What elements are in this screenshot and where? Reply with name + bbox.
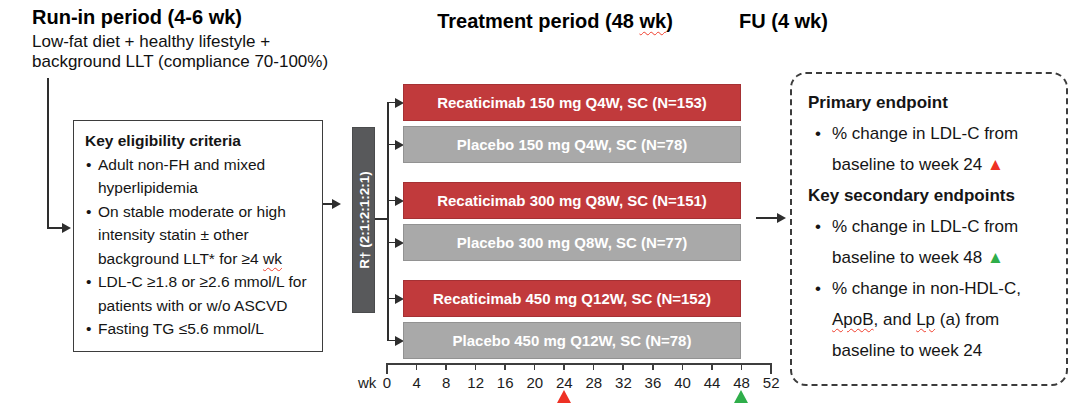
eligibility-bullet: LDL-C ≥1.8 or ≥2.6 mmol/L for patients w… <box>85 270 320 317</box>
week-axis-tick-label: 4 <box>412 374 420 391</box>
treatment-to-endpoints-line <box>756 217 778 219</box>
arm-bar-placebo-450: Placebo 450 mg Q12W, SC (N=78) <box>403 322 741 359</box>
arm-bar-recaticimab-150: Recaticimab 150 mg Q4W, SC (N=153) <box>403 84 741 121</box>
primary-endpoint-bullet: % change in LDL-C from baseline to week … <box>808 118 1054 180</box>
eligibility-bullet: On stable moderate or high intensity sta… <box>85 200 320 271</box>
arm-bar-placebo-150: Placebo 150 mg Q4W, SC (N=78) <box>403 126 741 163</box>
week-axis-tick <box>652 363 654 370</box>
week-axis-tick <box>386 363 388 374</box>
week-axis-tick-label: 28 <box>586 374 603 391</box>
treatment-to-endpoints-arrowhead-icon <box>777 213 786 223</box>
spellcheck-word: ApoB <box>832 310 874 329</box>
week-axis-tick-label: 0 <box>383 374 391 391</box>
week-axis-tick-label: 8 <box>442 374 450 391</box>
text-segment: ) <box>666 10 673 32</box>
endpoint-marker-triangle-icon: ▲ <box>987 155 1004 174</box>
week-axis-tick <box>416 363 418 370</box>
randomization-bar: R† (2:1:2:1:2:1) <box>352 127 375 313</box>
week-axis-tick-label: 44 <box>704 374 721 391</box>
text-segment: , and <box>874 310 917 329</box>
week-axis-tick-label: 52 <box>763 374 780 391</box>
week-axis-unit-label: wk <box>358 374 376 391</box>
week-axis-tick-label: 48 <box>733 374 750 391</box>
spellcheck-word: wk <box>639 10 666 32</box>
eligibility-to-randomization-arrowhead-icon <box>332 199 341 209</box>
week-axis-tick <box>682 363 684 370</box>
eligibility-bullet: Adult non-FH and mixed hyperlipidemia <box>85 153 320 200</box>
week-axis-tick <box>563 363 565 370</box>
week-axis-tick <box>504 363 506 370</box>
endpoints-box: Primary endpoint % change in LDL-C from … <box>790 72 1068 386</box>
primary-endpoint-title: Primary endpoint <box>808 87 1054 118</box>
week-axis-tick <box>475 363 477 370</box>
week-axis-tick-label: 16 <box>497 374 514 391</box>
week-axis-tick <box>622 363 624 370</box>
spellcheck-word: Lp <box>916 310 935 329</box>
week-axis-baseline <box>386 363 772 365</box>
runin-elbow-connector-vertical <box>47 78 49 229</box>
week-axis-tick <box>741 363 743 370</box>
week-axis-tick-label: 32 <box>615 374 632 391</box>
text-segment: LDL-C ≥1.8 or ≥2.6 mmol/L for patients w… <box>98 273 307 314</box>
runin-subtitle-line2: background LLT (compliance 70-100%) <box>32 52 328 72</box>
week-axis-tick-label: 20 <box>526 374 543 391</box>
randomization-ratio-label: R† (2:1:2:1:2:1) <box>356 171 371 269</box>
week-axis-tick <box>534 363 536 370</box>
runin-subtitle-line1: Low-fat diet + healthy lifestyle + <box>32 32 270 52</box>
text-segment: Treatment period (48 <box>437 10 639 32</box>
text-segment: Adult non-FH and mixed hyperlipidemia <box>98 156 265 197</box>
runin-period-title: Run-in period (4-6 wk) <box>32 6 242 29</box>
spellcheck-word: wk <box>263 250 282 267</box>
text-segment: Fasting TG ≤5.6 mmol/L <box>98 320 264 337</box>
text-segment: % change in non-HDL-C, <box>832 279 1021 298</box>
secondary-endpoints-title: Key secondary endpoints <box>808 180 1054 211</box>
study-design-diagram: Run-in period (4-6 wk) Low-fat diet + he… <box>0 0 1080 413</box>
week-axis: wk 0481216202428323640444852 <box>386 363 806 413</box>
week-axis-tick <box>711 363 713 370</box>
runin-elbow-connector-horizontal <box>47 227 63 229</box>
week-48-secondary-endpoint-marker <box>734 390 748 403</box>
week-axis-tick <box>770 363 772 374</box>
arm-bar-recaticimab-300: Recaticimab 300 mg Q8W, SC (N=151) <box>403 182 741 219</box>
arm-bar-placebo-300: Placebo 300 mg Q8W, SC (N=77) <box>403 224 741 261</box>
week-axis-tick-label: 36 <box>645 374 662 391</box>
treatment-period-title: Treatment period (48 wk) <box>405 10 705 33</box>
eligibility-title: Key eligibility criteria <box>85 129 320 153</box>
week-24-primary-endpoint-marker <box>557 390 571 403</box>
endpoint-marker-triangle-icon: ▲ <box>987 248 1004 267</box>
week-axis-tick-label: 12 <box>467 374 484 391</box>
runin-arrowhead-icon <box>62 223 71 233</box>
text-segment: On stable moderate or high intensity sta… <box>98 203 286 267</box>
follow-up-title: FU (4 wk) <box>739 10 828 33</box>
arm-bar-recaticimab-450: Recaticimab 450 mg Q12W, SC (N=152) <box>403 280 741 317</box>
eligibility-bullet: Fasting TG ≤5.6 mmol/L <box>85 317 320 341</box>
week-axis-tick <box>593 363 595 370</box>
branch-trunk-line <box>387 102 389 341</box>
week-axis-tick-label: 24 <box>556 374 573 391</box>
secondary-endpoint-bullet: % change in LDL-C from baseline to week … <box>808 211 1054 273</box>
secondary-endpoint-bullet: % change in non-HDL-C, ApoB, and Lp (a) … <box>808 273 1054 366</box>
week-axis-tick <box>445 363 447 370</box>
eligibility-criteria-box: Key eligibility criteria Adult non-FH an… <box>73 120 323 352</box>
week-axis-tick-label: 40 <box>674 374 691 391</box>
